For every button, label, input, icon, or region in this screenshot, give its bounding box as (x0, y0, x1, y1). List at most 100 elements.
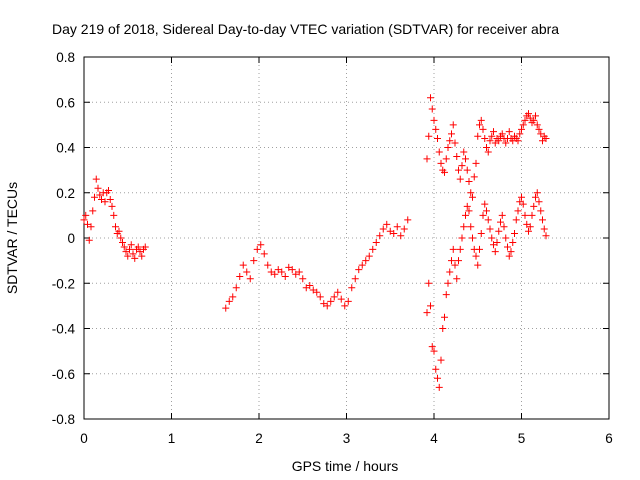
data-points (80, 94, 550, 391)
series-sdtvar (80, 94, 550, 391)
x-tick-label: 2 (255, 431, 263, 446)
data-point (470, 173, 478, 181)
data-point (365, 252, 373, 260)
data-point (299, 275, 307, 283)
data-point (404, 216, 412, 224)
data-point (134, 243, 142, 251)
data-point (430, 116, 438, 124)
data-point (451, 261, 459, 269)
data-point (491, 248, 499, 256)
data-point (476, 245, 483, 253)
data-point (467, 189, 475, 197)
x-tick-label: 0 (80, 431, 88, 446)
data-point (479, 125, 487, 133)
data-point (435, 383, 443, 391)
data-point (92, 175, 100, 183)
data-point (439, 325, 447, 332)
data-point (444, 144, 452, 151)
data-point (530, 202, 538, 210)
data-point (82, 211, 90, 219)
data-point (476, 121, 483, 129)
data-point (432, 125, 440, 133)
y-axis-title: SDTVAR / TECUs (4, 182, 20, 294)
data-point (442, 291, 450, 299)
data-point (448, 130, 455, 138)
data-point (504, 243, 511, 251)
data-point (502, 139, 510, 147)
data-point (351, 275, 359, 283)
data-point (94, 184, 102, 192)
data-point (532, 193, 539, 201)
data-point (344, 297, 352, 305)
data-point (481, 200, 489, 208)
data-point (449, 245, 457, 253)
data-point (400, 225, 408, 233)
data-point (348, 284, 356, 292)
data-point (467, 223, 475, 231)
data-point (432, 365, 440, 373)
data-point (495, 227, 503, 235)
data-point (87, 223, 95, 231)
data-point (540, 225, 548, 233)
data-point (423, 155, 431, 163)
data-point (446, 137, 454, 145)
x-tick-label: 5 (518, 431, 526, 446)
data-point (498, 130, 506, 138)
data-point (498, 211, 506, 219)
data-point (488, 234, 496, 242)
data-point (518, 125, 525, 133)
y-tick-label: -0.2 (52, 276, 75, 291)
data-point (225, 297, 233, 305)
data-point (469, 234, 476, 242)
data-point (486, 137, 494, 145)
data-point (372, 239, 380, 247)
data-point (341, 302, 349, 310)
data-point (281, 272, 289, 280)
data-point (101, 198, 109, 206)
data-point (119, 239, 126, 247)
data-point (525, 110, 532, 118)
data-point (456, 245, 464, 253)
data-point (337, 295, 345, 303)
data-point (376, 232, 384, 240)
data-point (243, 268, 251, 276)
data-point (295, 268, 303, 276)
data-point (532, 112, 539, 120)
data-point (451, 139, 459, 147)
data-point (271, 270, 279, 278)
data-point (500, 223, 508, 231)
data-point (260, 250, 268, 258)
data-point (456, 175, 464, 183)
data-point (448, 257, 455, 265)
data-point (105, 186, 112, 194)
y-tick-label: 0.2 (56, 186, 75, 201)
data-point (514, 137, 522, 145)
data-point (533, 189, 541, 197)
data-point (465, 177, 473, 185)
data-point (112, 223, 119, 231)
data-point (425, 132, 433, 140)
data-point (526, 223, 534, 231)
x-axis-title: GPS time / hours (292, 458, 399, 474)
data-point (493, 239, 501, 247)
data-point (474, 132, 482, 140)
data-point (306, 282, 314, 290)
data-point (465, 207, 473, 215)
data-point (441, 313, 448, 321)
data-point (427, 94, 434, 102)
data-point (334, 288, 342, 296)
data-point (355, 266, 363, 274)
data-point (463, 202, 471, 210)
data-point (379, 225, 387, 233)
data-point (236, 272, 244, 280)
data-point (521, 211, 529, 219)
data-point (462, 211, 469, 219)
data-point (533, 121, 541, 129)
data-point (397, 232, 405, 240)
data-point (89, 207, 97, 215)
y-tick-label: 0.6 (56, 95, 75, 110)
data-point (106, 196, 114, 204)
data-point (539, 216, 546, 224)
data-point (383, 220, 391, 228)
